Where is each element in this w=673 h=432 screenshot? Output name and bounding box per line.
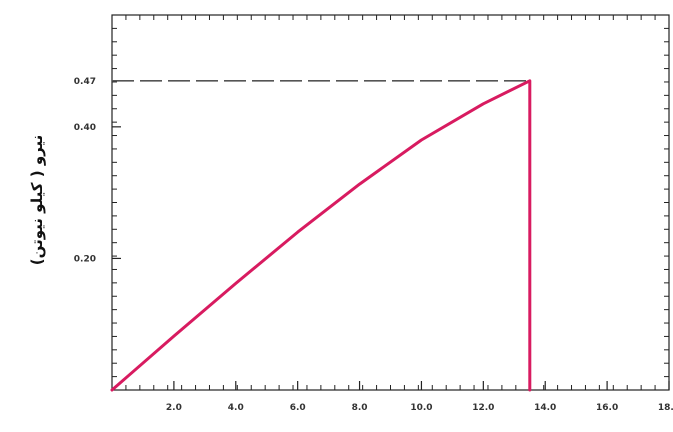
x-tick-label: 16.0 [596,403,618,413]
plot-frame [111,14,670,391]
series-layer [110,79,532,392]
x-tick-label: 10.0 [410,403,432,413]
x-tick-label: 18.0 [658,403,673,413]
x-tick-label: 6.0 [290,403,306,413]
x-tick-label: 4.0 [228,403,244,413]
x-tick-label: 14.0 [534,403,556,413]
force-curve [110,79,532,392]
x-tick-label: 12.0 [472,403,494,413]
x-axis-ticks: 2.0 4.0 6.0 8.0 10.0 12.0 14.0 16.0 18.0 [166,381,673,413]
x-tick-label: 2.0 [166,403,182,413]
y-tick-label: 0.20 [74,254,96,264]
x-tick-label: 8.0 [352,403,368,413]
minor-ticks [111,14,670,391]
y-tick-label: 0.40 [74,123,96,133]
y-axis-label: نیرو ( کیلو نیوتن) [28,135,46,265]
y-tick-label: 0.47 [74,77,96,87]
y-axis-ticks: 0.20 0.40 0.47 [74,77,121,264]
